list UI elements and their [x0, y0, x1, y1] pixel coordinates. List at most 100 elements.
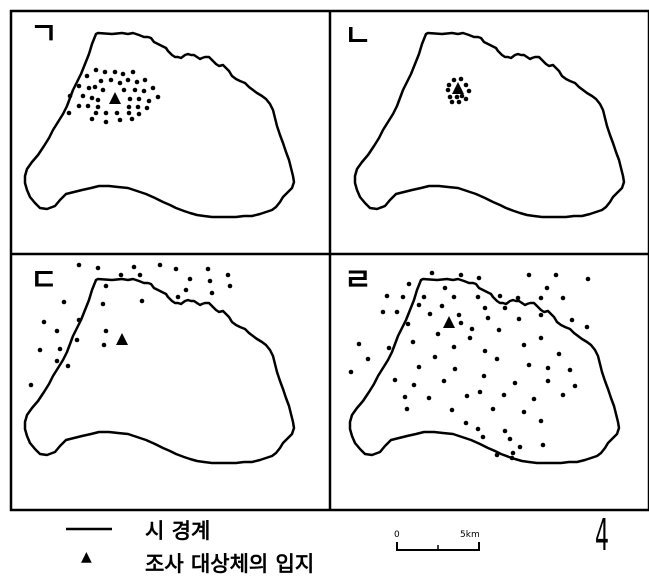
residence-point	[454, 94, 460, 100]
residence-point	[120, 71, 126, 77]
residence-point	[467, 335, 473, 341]
north-arrow-icon: 4	[595, 510, 609, 561]
residence-point	[439, 303, 445, 309]
residence-point	[74, 337, 80, 343]
residence-point	[386, 345, 392, 351]
residence-point	[209, 290, 215, 296]
residence-point	[89, 95, 95, 101]
residence-point	[136, 111, 142, 117]
residence-point	[89, 116, 95, 122]
site-marker-a	[109, 92, 121, 104]
residence-point	[490, 406, 496, 412]
residence-point	[463, 96, 469, 102]
city-boundary-a	[23, 31, 296, 219]
residence-point	[84, 73, 90, 79]
residence-point	[66, 110, 72, 116]
residence-point	[463, 420, 469, 426]
panel-label-c: ㄷ	[30, 263, 58, 298]
residence-point	[118, 272, 124, 278]
scale-end-label: 5km	[460, 530, 480, 540]
residence-point	[456, 312, 462, 318]
residence-point	[501, 392, 507, 398]
residence-point	[225, 272, 231, 278]
panel-label-a: ㄱ	[30, 17, 58, 52]
residence-point	[451, 294, 457, 300]
residence-point	[384, 293, 390, 299]
residence-point	[95, 265, 101, 271]
residence-point	[127, 96, 133, 102]
residence-point	[141, 88, 147, 94]
residence-point	[452, 366, 458, 372]
residence-point	[421, 294, 427, 300]
residence-point	[205, 266, 211, 272]
residence-point	[560, 295, 566, 301]
city-boundary-c	[23, 277, 296, 465]
residence-point	[416, 302, 422, 308]
residence-point	[80, 93, 86, 99]
residence-point	[103, 283, 109, 289]
residence-point	[86, 85, 92, 91]
residence-point	[446, 82, 452, 88]
residence-point	[129, 116, 135, 122]
residence-point	[101, 342, 107, 348]
residence-point	[155, 94, 161, 100]
residence-point	[28, 382, 34, 388]
residence-point	[494, 452, 500, 458]
residence-point	[157, 262, 163, 268]
residence-point	[173, 266, 179, 272]
residence-point	[41, 319, 47, 325]
residence-point	[54, 328, 60, 334]
residence-point	[207, 278, 213, 284]
residence-point	[544, 285, 550, 291]
residence-point	[406, 281, 412, 287]
residence-point	[126, 104, 132, 110]
residence-point	[76, 317, 82, 323]
residence-point	[567, 367, 573, 373]
residence-point	[497, 293, 503, 299]
residence-point	[146, 98, 152, 104]
residence-point	[538, 295, 544, 301]
residence-point	[469, 326, 475, 332]
residence-point	[102, 69, 108, 75]
residence-point	[512, 380, 518, 386]
residence-point	[526, 272, 532, 278]
residence-point	[100, 301, 106, 307]
residence-point	[427, 311, 433, 317]
residence-point	[538, 312, 544, 318]
residence-point	[521, 409, 527, 415]
residence-point	[411, 382, 417, 388]
residence-point	[502, 305, 508, 311]
residence-point	[85, 103, 91, 109]
residence-point	[365, 356, 371, 362]
residence-point	[100, 87, 106, 93]
residence-point	[108, 77, 114, 83]
residence-point	[441, 378, 447, 384]
residence-point	[183, 287, 189, 293]
residence-point	[458, 320, 464, 326]
residence-point	[93, 67, 99, 73]
residence-point	[136, 96, 142, 102]
residence-point	[517, 444, 523, 450]
residence-point	[526, 362, 532, 368]
residence-point	[114, 110, 120, 116]
residence-point	[93, 110, 99, 116]
residence-point	[103, 110, 109, 116]
residence-point	[95, 104, 101, 110]
residence-point	[112, 69, 118, 75]
residence-point	[65, 363, 71, 369]
residence-point	[76, 103, 82, 109]
residence-point	[426, 395, 432, 401]
residence-point	[475, 294, 481, 300]
residence-point	[516, 316, 522, 322]
residence-point	[585, 276, 591, 282]
residence-point	[132, 87, 138, 93]
residence-point	[556, 351, 562, 357]
residence-point	[98, 78, 104, 84]
residence-point	[117, 80, 123, 86]
residence-point	[139, 298, 145, 304]
residence-point	[463, 82, 469, 88]
residence-point	[54, 358, 60, 364]
residence-point	[404, 406, 410, 412]
residence-point	[560, 392, 566, 398]
residence-point	[481, 373, 487, 379]
